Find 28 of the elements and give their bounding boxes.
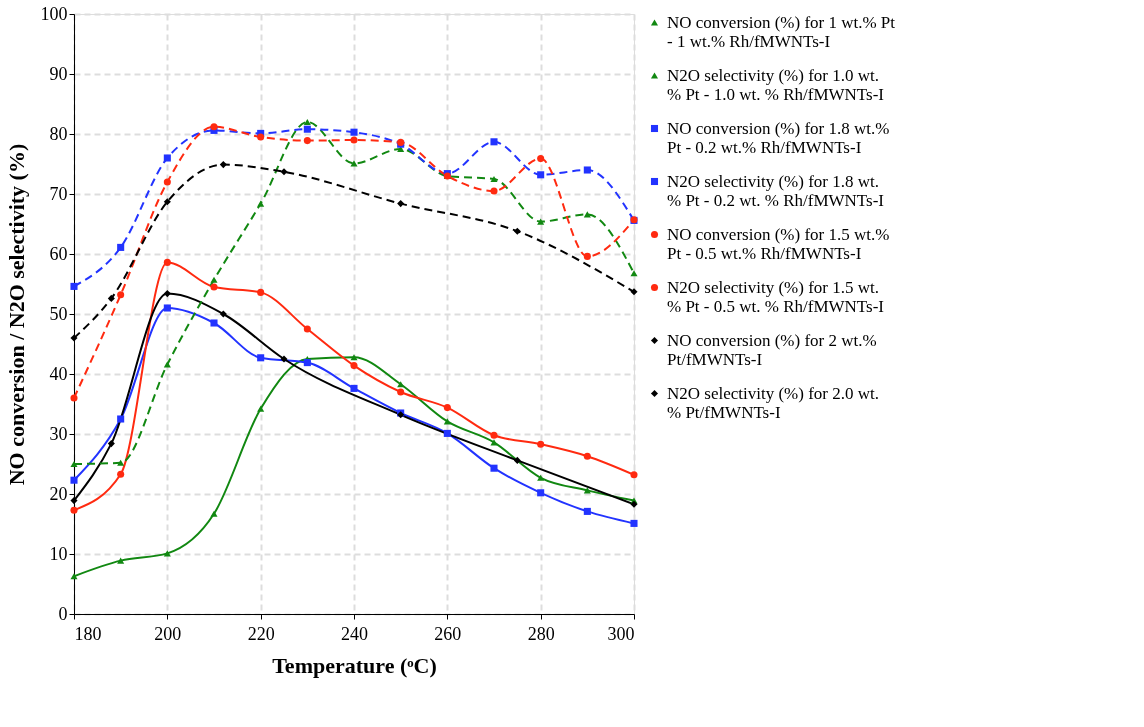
y-axis-title: NO conversion / N2O selectivity (%) (3, 143, 29, 486)
y-tick-label: 90 (49, 63, 68, 84)
y-tick-label: 80 (49, 123, 68, 144)
legend-label: N2O selectivity (%) for 1.0 wt. % Pt - 1.0 wt. % Rh/fMWNTs-I (667, 65, 885, 104)
y-tick-label: 10 (49, 543, 68, 564)
y-tick-label: 30 (49, 423, 68, 444)
legend-label: N2O selectivity (%) for 1.5 wt. % Pt - 0.5 wt. % Rh/fMWNTs-I (667, 277, 885, 316)
x-tick-label: 180 (74, 623, 102, 644)
x-tick-label: 240 (341, 623, 368, 644)
y-tick-label: 40 (49, 363, 68, 384)
x-tick-label: 280 (527, 623, 555, 644)
y-tick-label: 70 (49, 183, 68, 204)
y-tick-label: 60 (49, 243, 68, 264)
legend-label: NO conversion (%) for 1.5 wt.% Pt - 0.5 wt.% Rh/fMWNTs-I (667, 224, 890, 263)
legend-label: NO conversion (%) for 2 wt.% Pt/fMWNTs-I (667, 330, 877, 369)
legend-label: N2O selectivity (%) for 1.8 wt. % Pt - 0.2 wt. % Rh/fMWNTs-I (667, 171, 885, 210)
legend-label: NO conversion (%) for 1.8 wt.% Pt - 0.2 wt.% Rh/fMWNTs-I (667, 118, 890, 157)
y-tick-label: 50 (49, 303, 68, 324)
y-tick-label: 100 (40, 3, 68, 24)
legend-label: NO conversion (%) for 1 wt.% Pt - 1 wt.% Rh/fMWNTs-I (667, 12, 896, 51)
x-tick-label: 200 (154, 623, 182, 644)
y-tick-label: 20 (49, 483, 68, 504)
x-tick-label: 260 (434, 623, 462, 644)
legend-label: N2O selectivity (%) for 2.0 wt. % Pt/fMWNTs-I (667, 383, 879, 422)
x-tick-label: 220 (247, 623, 275, 644)
x-axis-title: Temperature (ᵒC) (272, 652, 437, 678)
x-tick-label: 300 (607, 623, 635, 644)
y-tick-label: 0 (58, 603, 68, 624)
